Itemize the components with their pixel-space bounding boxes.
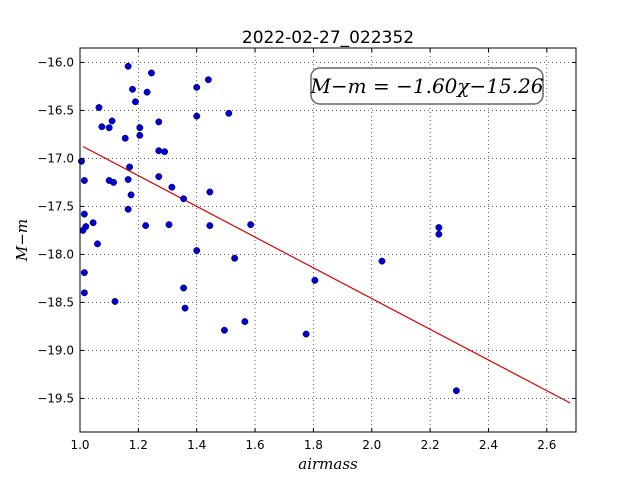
data-point xyxy=(80,210,88,218)
data-point xyxy=(311,276,319,284)
data-point xyxy=(131,98,139,106)
data-point xyxy=(161,148,169,156)
y-tick-labels: −16.0 −16.5 −17.0 −17.5 −18.0 −18.5 −19.0 −19.5 xyxy=(37,55,74,405)
data-point xyxy=(168,183,176,191)
ticks xyxy=(79,48,576,432)
data-point xyxy=(126,163,134,171)
data-point xyxy=(129,85,136,93)
y-tick-label: −18.5 xyxy=(37,295,74,309)
data-point xyxy=(206,222,214,230)
y-tick-label: −18.0 xyxy=(37,247,74,261)
data-point xyxy=(110,178,118,186)
data-point xyxy=(231,254,239,262)
data-point xyxy=(220,326,228,334)
data-point xyxy=(206,188,214,196)
y-tick-label: −19.0 xyxy=(37,343,74,357)
data-point xyxy=(95,104,103,111)
x-tick-labels: 1.0 1.2 1.4 1.6 1.8 2.0 2.2 2.4 2.6 xyxy=(70,438,556,452)
data-point xyxy=(78,157,85,165)
data-point xyxy=(155,118,163,126)
data-point xyxy=(111,297,119,305)
data-point xyxy=(105,124,113,132)
data-point xyxy=(80,177,88,184)
data-point xyxy=(193,247,201,255)
data-point xyxy=(155,173,163,181)
data-point xyxy=(452,387,460,395)
data-point xyxy=(94,240,101,248)
data-point xyxy=(142,222,150,230)
x-axis-label: airmass xyxy=(298,455,358,473)
data-point xyxy=(435,230,443,238)
data-point xyxy=(435,224,443,231)
fit-equation: M−m = −1.60χ−15.26 xyxy=(309,74,543,98)
data-point xyxy=(136,131,144,139)
data-point xyxy=(180,284,188,292)
points-layer xyxy=(78,62,460,395)
data-point xyxy=(165,221,173,229)
y-tick-label: −17.0 xyxy=(37,151,74,165)
data-point xyxy=(124,62,132,70)
y-tick-label: −16.0 xyxy=(37,55,74,69)
grid xyxy=(79,48,576,432)
x-tick-label: 1.0 xyxy=(70,438,89,452)
chart-title: 2022-02-27_022352 xyxy=(242,28,414,48)
y-tick-label: −17.5 xyxy=(37,199,74,213)
x-tick-label: 2.4 xyxy=(479,438,498,452)
data-point xyxy=(181,304,189,312)
data-point xyxy=(124,176,132,183)
data-point xyxy=(127,191,135,199)
data-point xyxy=(79,226,87,234)
fit-line xyxy=(82,145,571,404)
data-point xyxy=(204,76,212,84)
x-tick-label: 1.4 xyxy=(187,438,206,452)
data-point xyxy=(121,134,129,142)
data-point xyxy=(225,109,233,117)
x-tick-label: 1.2 xyxy=(129,438,148,452)
x-tick-label: 2.0 xyxy=(362,438,381,452)
data-point xyxy=(98,123,106,131)
annotation-box xyxy=(310,67,544,105)
y-tick-label: −19.5 xyxy=(37,391,74,405)
data-point xyxy=(124,205,132,213)
data-point xyxy=(143,88,151,96)
y-axis-label: M−m xyxy=(13,219,31,262)
data-point xyxy=(80,289,88,297)
data-point xyxy=(180,195,188,203)
data-point xyxy=(378,257,386,265)
x-tick-label: 2.2 xyxy=(421,438,440,452)
data-point xyxy=(247,221,255,229)
data-point xyxy=(108,117,116,125)
x-tick-label: 1.8 xyxy=(304,438,323,452)
data-point xyxy=(155,147,163,155)
data-point xyxy=(80,269,88,277)
y-tick-label: −16.5 xyxy=(37,103,74,117)
fit-line-layer xyxy=(82,145,571,404)
data-point xyxy=(193,112,201,120)
x-tick-label: 2.6 xyxy=(537,438,556,452)
x-tick-label: 1.6 xyxy=(246,438,265,452)
plot-background xyxy=(80,48,576,432)
data-point xyxy=(302,330,310,338)
plot-frame xyxy=(79,47,577,433)
data-point xyxy=(148,69,155,77)
data-point xyxy=(89,219,97,227)
data-point xyxy=(241,318,249,326)
fit-annotation: M−m = −1.60χ−15.26 xyxy=(309,67,544,105)
data-point xyxy=(136,124,144,132)
data-point xyxy=(193,83,201,91)
